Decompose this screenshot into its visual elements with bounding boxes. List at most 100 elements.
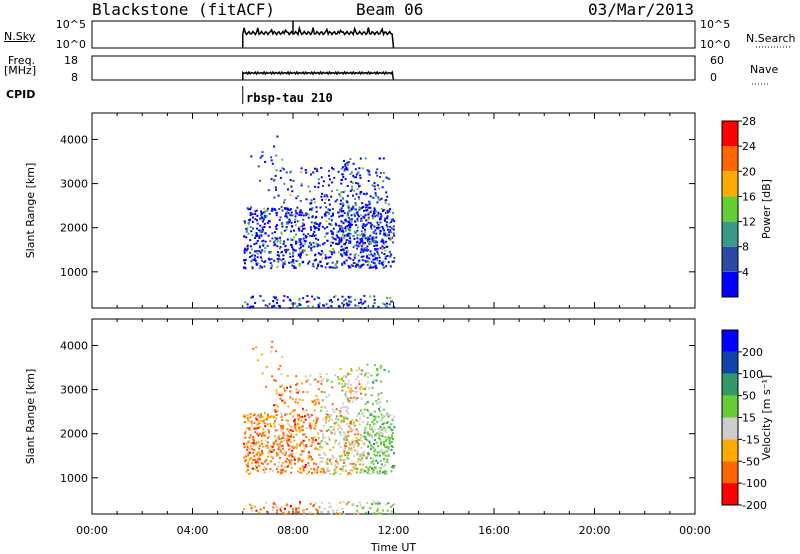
velocity-cell xyxy=(346,439,349,442)
velocity-cell xyxy=(294,511,297,514)
power-cell xyxy=(347,304,350,307)
velocity-cell xyxy=(306,472,309,475)
power-cell xyxy=(245,227,248,230)
power-cell xyxy=(314,221,317,224)
velocity-cell xyxy=(387,370,390,373)
power-cell xyxy=(356,240,359,243)
velocity-cell xyxy=(366,408,369,411)
power-cell xyxy=(315,258,317,261)
velocity-cell xyxy=(387,447,390,450)
power-cell xyxy=(318,305,321,308)
velocity-cell xyxy=(352,423,355,426)
power-cell xyxy=(269,262,272,265)
velocity-cell xyxy=(383,369,386,371)
velocity-cell xyxy=(353,390,356,393)
power-cell xyxy=(269,251,272,254)
power-cell xyxy=(387,261,390,264)
velocity-cell xyxy=(295,384,297,386)
velocity-cell xyxy=(312,471,315,474)
power-cell xyxy=(245,230,248,233)
velocity-cell xyxy=(277,435,280,438)
velocity-cell xyxy=(372,471,375,474)
power-cell xyxy=(368,203,371,206)
velocity-cell xyxy=(252,347,255,350)
power-cell xyxy=(303,227,306,230)
velocity-cell xyxy=(391,464,394,467)
velocity-cell xyxy=(328,502,331,505)
power-cell xyxy=(288,252,291,255)
velocity-cell xyxy=(319,372,322,375)
power-cell xyxy=(289,170,292,173)
power-cell xyxy=(381,238,384,241)
velocity-cell xyxy=(342,402,345,405)
velocity-cell xyxy=(391,437,394,440)
velocity-cell xyxy=(388,441,391,444)
power-cell xyxy=(341,178,344,181)
power-cell xyxy=(253,257,256,260)
power-cell xyxy=(273,145,276,148)
power-colorbar-frame xyxy=(721,120,739,298)
power-cell xyxy=(364,214,367,217)
velocity-cell xyxy=(289,505,292,507)
velocity-cell xyxy=(356,451,359,454)
velocity-cell xyxy=(325,413,328,416)
power-cell xyxy=(374,258,377,261)
velocity-cell xyxy=(343,462,346,464)
velocity-cell xyxy=(296,382,299,385)
velocity-cell xyxy=(278,447,281,450)
power-cell xyxy=(273,306,276,309)
velocity-cell xyxy=(343,417,346,420)
power-cell xyxy=(330,241,333,244)
power-cell xyxy=(381,186,384,189)
velocity-cell xyxy=(263,506,265,509)
power-cell xyxy=(263,265,266,268)
velocity-cell xyxy=(356,441,359,444)
velocity-cell xyxy=(249,503,252,506)
velocity-cell xyxy=(297,419,300,422)
power-colorbar-tick-label: 28 xyxy=(742,115,756,128)
velocity-cell xyxy=(362,435,365,438)
power-cell xyxy=(360,239,363,242)
power-cell xyxy=(376,257,378,260)
velocity-cell xyxy=(258,422,261,425)
velocity-cell xyxy=(273,379,276,381)
power-cell xyxy=(276,298,279,301)
power-cell xyxy=(256,252,259,255)
velocity-cell xyxy=(261,452,264,455)
velocity-cell xyxy=(262,420,265,423)
power-cell xyxy=(341,233,344,236)
power-cell xyxy=(322,304,324,307)
velocity-cell xyxy=(304,466,307,469)
power-cell xyxy=(340,210,343,213)
power-cell xyxy=(352,262,355,265)
velocity-cell xyxy=(348,401,351,404)
velocity-cell xyxy=(374,418,377,421)
velocity-cell xyxy=(294,506,297,509)
power-cell xyxy=(374,239,376,242)
velocity-cell xyxy=(325,395,328,398)
velocity-cell xyxy=(278,437,281,440)
velocity-cell xyxy=(360,397,363,400)
power-cell xyxy=(331,190,333,193)
power-cell xyxy=(320,253,323,256)
power-cell xyxy=(373,207,376,210)
velocity-cell xyxy=(249,434,252,437)
power-cell xyxy=(338,211,341,214)
power-cell xyxy=(280,259,283,262)
velocity-cell xyxy=(315,401,318,404)
power-cell xyxy=(312,241,315,244)
velocity-cell xyxy=(301,382,304,385)
velocity-cell xyxy=(388,423,391,426)
velocity-cell xyxy=(287,465,289,468)
time-tick-label: 16:00 xyxy=(478,524,510,537)
power-cell xyxy=(339,240,342,243)
power-cell xyxy=(367,238,369,241)
power-cell xyxy=(343,234,346,237)
power-cell xyxy=(285,215,288,218)
power-cell xyxy=(391,241,394,244)
velocity-cell xyxy=(334,439,337,442)
power-cell xyxy=(295,212,298,215)
velocity-cell xyxy=(339,467,342,470)
power-cell xyxy=(294,218,297,221)
velocity-cell xyxy=(265,468,268,471)
